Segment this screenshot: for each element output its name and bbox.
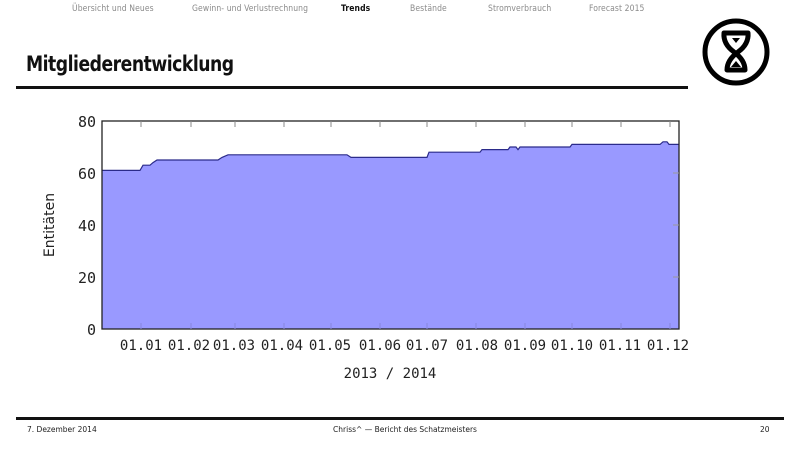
x-tick-label: 01.11 bbox=[599, 338, 641, 354]
nav-item-bestaende[interactable]: Bestände bbox=[410, 4, 447, 14]
top-navigation: Übersicht und Neues Gewinn- und Verlustr… bbox=[0, 4, 700, 20]
x-tick-label: 01.05 bbox=[309, 338, 351, 354]
x-tick-marks-bottom bbox=[140, 323, 671, 329]
x-tick-label: 01.08 bbox=[456, 338, 498, 354]
nav-item-stromverbrauch[interactable]: Stromverbrauch bbox=[488, 4, 552, 14]
y-tick-20: 20 bbox=[78, 269, 96, 287]
y-tick-40: 40 bbox=[78, 217, 96, 235]
footer-title: Chriss^ — Bericht des Schatzmeisters bbox=[333, 425, 477, 434]
x-tick-label: 01.02 bbox=[168, 338, 210, 354]
footer-date: 7. Dezember 2014 bbox=[27, 425, 97, 434]
x-tick-label: 01.07 bbox=[406, 338, 448, 354]
x-tick-label: 01.03 bbox=[213, 338, 255, 354]
y-axis-title: Entitäten bbox=[42, 193, 58, 257]
area-series-line bbox=[102, 141, 679, 171]
x-tick-label: 01.06 bbox=[359, 338, 401, 354]
y-tick-80: 80 bbox=[78, 113, 96, 131]
x-tick-label: 01.01 bbox=[120, 338, 162, 354]
x-tick-marks bbox=[140, 121, 671, 127]
footer-divider bbox=[16, 417, 784, 420]
page-number: 20 bbox=[760, 425, 770, 434]
y-tick-marks bbox=[673, 172, 679, 278]
x-tick-label: 01.04 bbox=[261, 338, 303, 354]
slide-title: Mitgliederentwicklung bbox=[26, 52, 234, 76]
nav-item-forecast[interactable]: Forecast 2015 bbox=[589, 4, 645, 14]
member-trend-chart: 80 60 40 20 0 01.01 01.02 01.03 01.04 01… bbox=[42, 113, 689, 382]
title-divider bbox=[16, 86, 688, 89]
y-tick-0: 0 bbox=[87, 321, 96, 339]
area-series-fill bbox=[102, 141, 679, 329]
x-axis-labels: 01.01 01.02 01.03 01.04 01.05 01.06 01.0… bbox=[120, 338, 689, 354]
hourglass-circle-icon bbox=[702, 18, 770, 86]
x-tick-label: 01.09 bbox=[504, 338, 546, 354]
nav-item-guv[interactable]: Gewinn- und Verlustrechnung bbox=[192, 4, 309, 14]
y-axis-labels: 80 60 40 20 0 bbox=[78, 113, 96, 339]
x-axis-title: 2013 / 2014 bbox=[344, 366, 437, 382]
nav-item-trends[interactable]: Trends bbox=[341, 4, 371, 14]
x-tick-label: 01.10 bbox=[551, 338, 593, 354]
nav-item-uebersicht[interactable]: Übersicht und Neues bbox=[72, 4, 154, 14]
y-tick-60: 60 bbox=[78, 165, 96, 183]
x-tick-label: 01.12 bbox=[647, 338, 689, 354]
